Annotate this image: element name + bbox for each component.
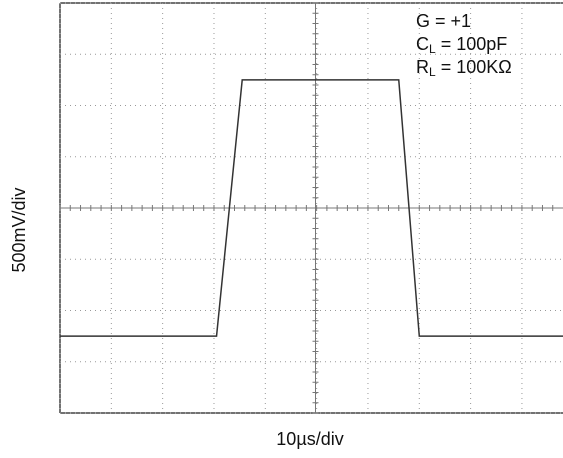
annotation-part: R xyxy=(416,57,429,77)
annotation-part: C xyxy=(416,34,429,54)
annotation-part: = 100pF xyxy=(436,34,508,54)
annotation: RL = 100KΩ xyxy=(416,57,512,79)
annotation: CL = 100pF xyxy=(416,34,507,56)
annotation-part: L xyxy=(429,65,436,79)
annotation: G = +1 xyxy=(416,11,471,31)
y-axis-label: 500mV/div xyxy=(9,187,29,272)
annotation-part: G = +1 xyxy=(416,11,471,31)
annotation-part: L xyxy=(429,42,436,56)
x-axis-label: 10µs/div xyxy=(276,429,343,449)
waveform xyxy=(60,79,563,337)
annotation-part: = 100KΩ xyxy=(436,57,512,77)
